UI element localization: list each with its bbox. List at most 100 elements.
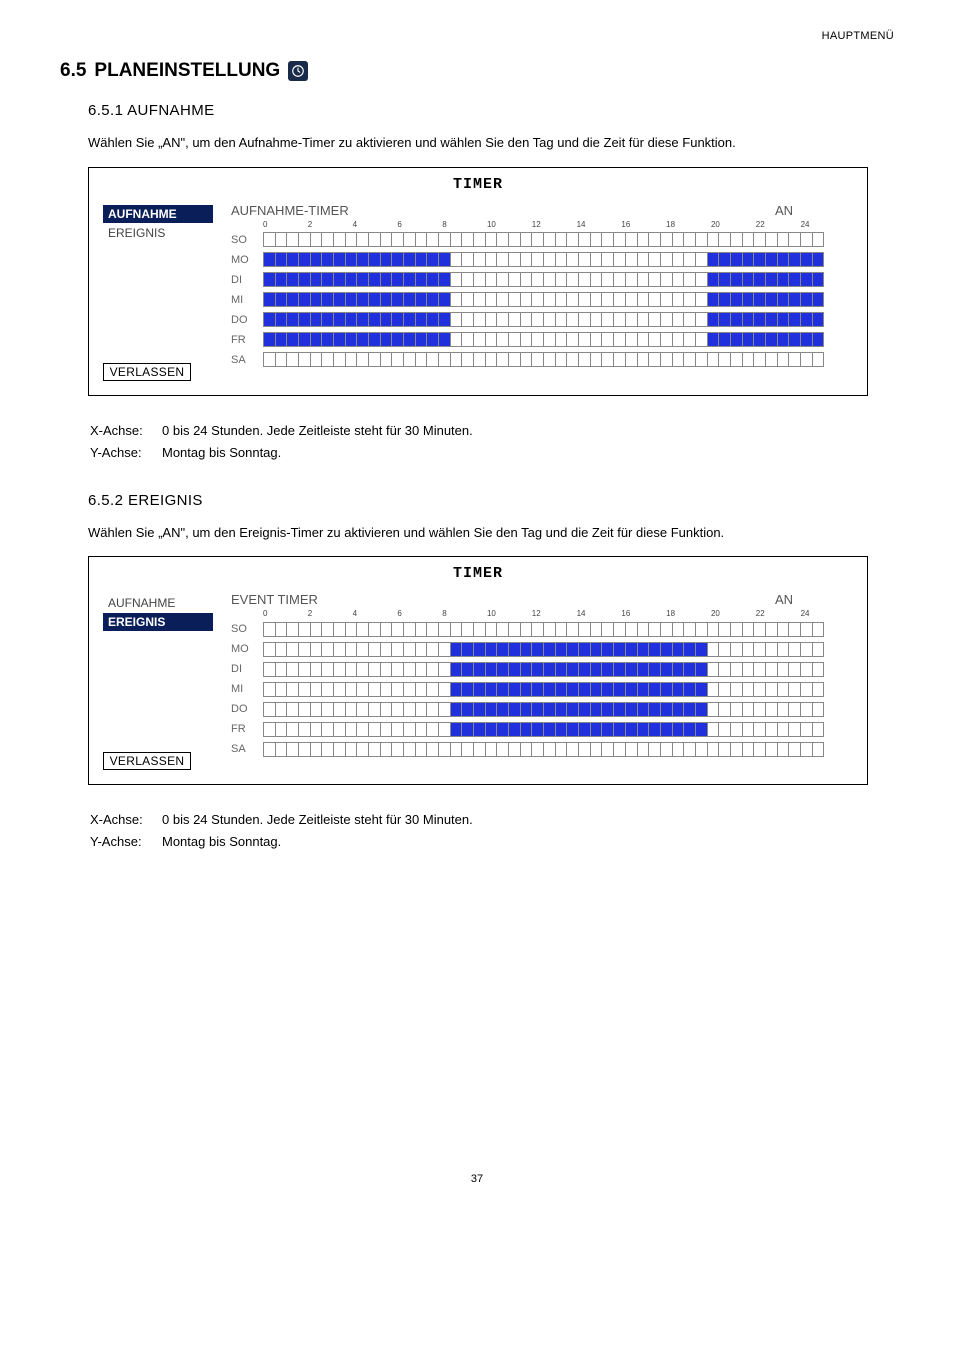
timer-cell[interactable] [708, 702, 720, 717]
timer-cell[interactable] [684, 232, 696, 247]
timer-cell[interactable] [743, 742, 755, 757]
timer-cell[interactable] [486, 292, 498, 307]
timer-cell[interactable] [532, 662, 544, 677]
timer-cell[interactable] [451, 252, 463, 267]
timer-cell[interactable] [649, 232, 661, 247]
timer-cell[interactable] [544, 742, 556, 757]
timer-cell[interactable] [544, 352, 556, 367]
cell-strip[interactable] [263, 742, 825, 757]
timer-cell[interactable] [661, 702, 673, 717]
timer-cell[interactable] [614, 292, 626, 307]
timer-cell[interactable] [264, 232, 276, 247]
timer-cell[interactable] [591, 352, 603, 367]
timer-cell[interactable] [661, 642, 673, 657]
timer-cell[interactable] [661, 722, 673, 737]
timer-cell[interactable] [567, 702, 579, 717]
timer-cell[interactable] [567, 722, 579, 737]
timer-cell[interactable] [334, 662, 346, 677]
timer-cell[interactable] [626, 742, 638, 757]
timer-cell[interactable] [731, 312, 743, 327]
timer-cell[interactable] [789, 622, 801, 637]
timer-cell[interactable] [392, 722, 404, 737]
timer-cell[interactable] [299, 622, 311, 637]
timer-cell[interactable] [801, 722, 813, 737]
timer-cell[interactable] [357, 252, 369, 267]
timer-cell[interactable] [579, 682, 591, 697]
timer-cell[interactable] [731, 742, 743, 757]
timer-cell[interactable] [299, 232, 311, 247]
timer-cell[interactable] [719, 272, 731, 287]
timer-cell[interactable] [661, 252, 673, 267]
timer-cell[interactable] [322, 722, 334, 737]
timer-cell[interactable] [708, 742, 720, 757]
timer-cell[interactable] [579, 272, 591, 287]
timer-cell[interactable] [322, 332, 334, 347]
timer-cell[interactable] [299, 682, 311, 697]
timer-cell[interactable] [556, 742, 568, 757]
timer-cell[interactable] [778, 622, 790, 637]
timer-cell[interactable] [334, 252, 346, 267]
timer-cell[interactable] [427, 742, 439, 757]
timer-cell[interactable] [649, 312, 661, 327]
timer-cell[interactable] [626, 292, 638, 307]
timer-cell[interactable] [719, 252, 731, 267]
timer-cell[interactable] [719, 332, 731, 347]
timer-cell[interactable] [673, 232, 685, 247]
timer-cell[interactable] [661, 622, 673, 637]
timer-cell[interactable] [532, 292, 544, 307]
timer-cell[interactable] [708, 682, 720, 697]
timer-cell[interactable] [708, 312, 720, 327]
timer-cell[interactable] [719, 292, 731, 307]
timer-cell[interactable] [684, 682, 696, 697]
timer-cell[interactable] [486, 662, 498, 677]
timer-cell[interactable] [451, 272, 463, 287]
timer-cell[interactable] [614, 722, 626, 737]
timer-cell[interactable] [369, 662, 381, 677]
timer-cell[interactable] [346, 682, 358, 697]
timer-cell[interactable] [404, 232, 416, 247]
timer-cell[interactable] [567, 312, 579, 327]
timer-cell[interactable] [451, 702, 463, 717]
timer-cell[interactable] [684, 742, 696, 757]
timer-cell[interactable] [392, 272, 404, 287]
timer-cell[interactable] [404, 622, 416, 637]
timer-cell[interactable] [311, 352, 323, 367]
timer-cell[interactable] [462, 292, 474, 307]
timer-cell[interactable] [766, 312, 778, 327]
timer-cell[interactable] [813, 332, 825, 347]
timer-cell[interactable] [801, 662, 813, 677]
timer-cell[interactable] [544, 702, 556, 717]
timer-cell[interactable] [287, 642, 299, 657]
timer-cell[interactable] [416, 662, 428, 677]
sidebar-item-ereignis-2[interactable]: EREIGNIS [103, 613, 213, 631]
timer-cell[interactable] [708, 332, 720, 347]
timer-cell[interactable] [731, 702, 743, 717]
timer-cell[interactable] [754, 682, 766, 697]
timer-cell[interactable] [462, 682, 474, 697]
timer-cell[interactable] [462, 702, 474, 717]
timer-cell[interactable] [439, 312, 451, 327]
timer-cell[interactable] [392, 642, 404, 657]
timer-cell[interactable] [602, 292, 614, 307]
timer-cell[interactable] [357, 702, 369, 717]
timer-cell[interactable] [696, 312, 708, 327]
timer-cell[interactable] [602, 702, 614, 717]
timer-cell[interactable] [602, 272, 614, 287]
timer-cell[interactable] [579, 332, 591, 347]
timer-cell[interactable] [346, 292, 358, 307]
timer-cell[interactable] [346, 742, 358, 757]
cell-strip[interactable] [263, 292, 825, 307]
cell-strip[interactable] [263, 232, 825, 247]
timer-cell[interactable] [743, 642, 755, 657]
timer-cell[interactable] [287, 332, 299, 347]
timer-cell[interactable] [357, 272, 369, 287]
timer-cell[interactable] [544, 722, 556, 737]
timer-cell[interactable] [778, 682, 790, 697]
timer-cell[interactable] [334, 292, 346, 307]
timer-cell[interactable] [381, 292, 393, 307]
timer-cell[interactable] [334, 312, 346, 327]
timer-cell[interactable] [486, 312, 498, 327]
timer-cell[interactable] [614, 252, 626, 267]
timer-cell[interactable] [684, 722, 696, 737]
timer-cell[interactable] [509, 272, 521, 287]
